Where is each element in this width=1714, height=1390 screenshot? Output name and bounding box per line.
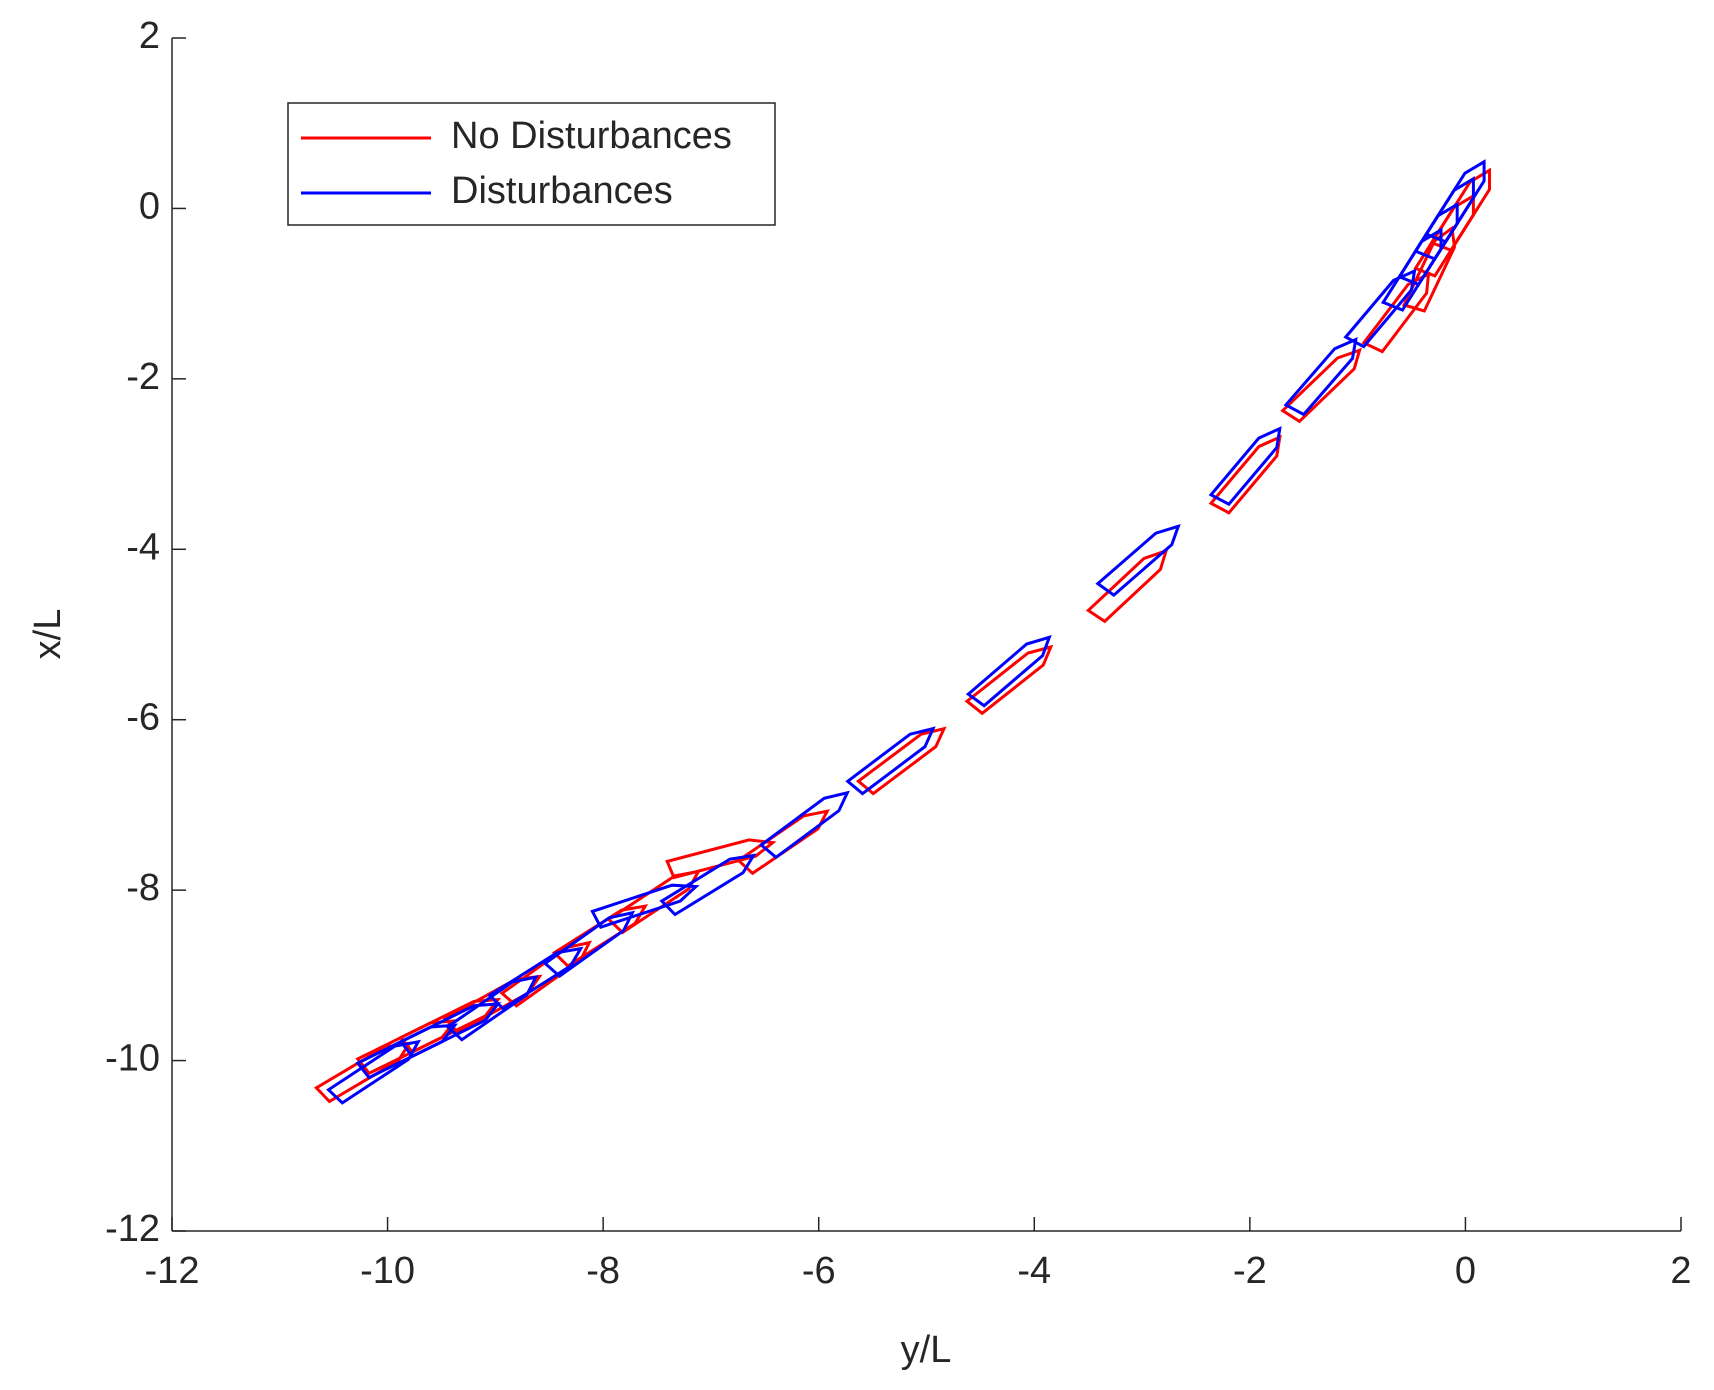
ship-outline — [1208, 426, 1282, 507]
ship-outline — [542, 910, 636, 979]
ship-outline — [499, 940, 593, 1008]
y-tick-label: 0 — [139, 185, 160, 227]
ship-outline — [965, 635, 1052, 708]
ship-outline — [758, 790, 850, 860]
ship-outline — [487, 946, 584, 1011]
ship-outline — [659, 853, 757, 917]
legend-label: No Disturbances — [451, 115, 732, 157]
y-tick-label: -6 — [126, 697, 160, 739]
x-axis-label: y/L — [901, 1329, 952, 1371]
ship-outline — [1343, 268, 1417, 349]
x-tick-label: -10 — [360, 1250, 415, 1292]
ship-outline — [1280, 347, 1362, 424]
y-tick-label: -4 — [126, 526, 160, 568]
ship-outline — [736, 809, 831, 876]
ship-outline — [1208, 434, 1282, 515]
legend-label: Disturbances — [451, 170, 673, 212]
ship-outline — [1424, 159, 1486, 244]
ship-outline — [326, 1039, 422, 1105]
x-tick-label: 2 — [1670, 1250, 1691, 1292]
y-tick-label: -8 — [126, 867, 160, 909]
y-tick-label: -12 — [105, 1208, 160, 1250]
y-tick-label: -2 — [126, 356, 160, 398]
x-tick-label: -2 — [1233, 1250, 1267, 1292]
legend-box — [287, 102, 776, 226]
ship-outline — [398, 1002, 502, 1059]
x-tick-label: -8 — [586, 1250, 620, 1292]
ship-outline — [845, 726, 936, 796]
x-tick-label: -4 — [1017, 1250, 1051, 1292]
y-axis-label: x/L — [27, 609, 69, 660]
x-tick-label: 0 — [1455, 1250, 1476, 1292]
y-tick-label: 2 — [139, 15, 160, 57]
y-tick-label: -10 — [105, 1038, 160, 1080]
ship-outline — [855, 726, 947, 796]
ship-outline — [964, 644, 1054, 716]
ship-outline — [1095, 523, 1181, 598]
x-tick-label: -6 — [802, 1250, 836, 1292]
ship-outline — [1401, 225, 1457, 313]
ship-outline — [445, 974, 539, 1042]
ship-outline — [1429, 167, 1491, 253]
x-tick-label: -12 — [145, 1250, 200, 1292]
ship-outline — [1085, 548, 1169, 624]
ship-outline — [1283, 337, 1358, 417]
